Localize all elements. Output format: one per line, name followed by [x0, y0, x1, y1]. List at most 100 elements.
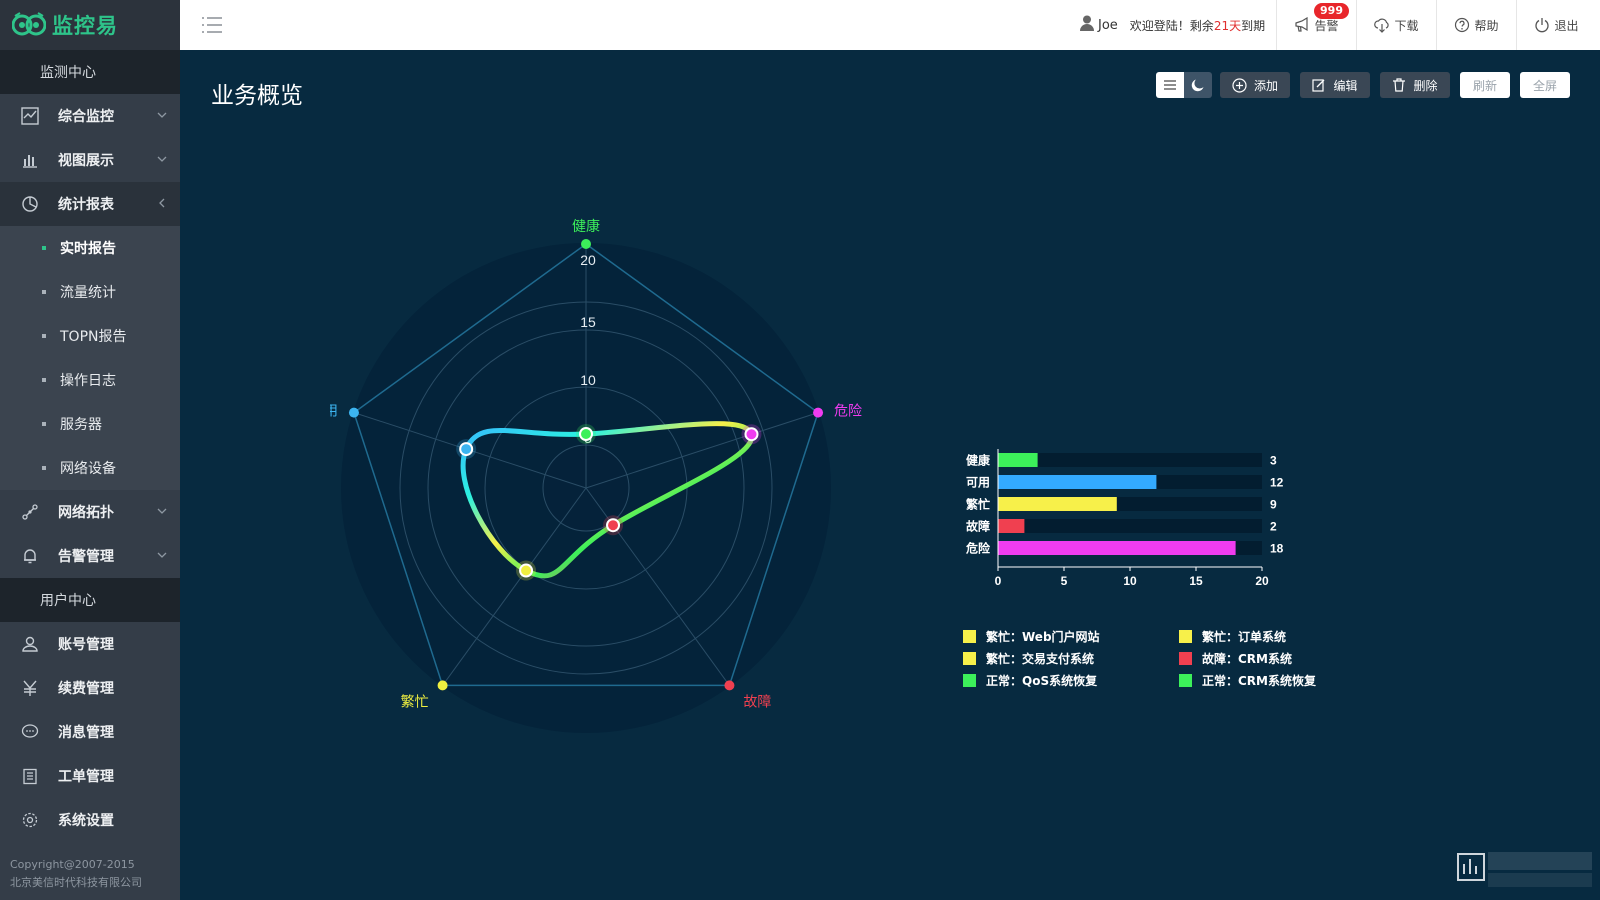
edit-button[interactable]: 编辑: [1300, 72, 1370, 98]
sidebar-subitem-server[interactable]: 服务器: [0, 402, 180, 446]
radar-indicator-label: 繁忙: [401, 693, 429, 709]
sidebar-item-account[interactable]: 账号管理: [0, 622, 180, 666]
radar-axis-end-dot: [437, 680, 448, 691]
bar-value-label: 18: [1270, 542, 1284, 556]
help-button[interactable]: 帮助: [1436, 0, 1516, 50]
radar-data-point[interactable]: [606, 518, 621, 533]
sidebar-item-statistics[interactable]: 统计报表: [0, 182, 180, 226]
owl-logo-icon: [12, 12, 46, 36]
legend-item[interactable]: 繁忙：订单系统: [1179, 628, 1286, 645]
monitor-icon: [20, 106, 40, 126]
night-mode-button[interactable]: [1184, 72, 1212, 98]
sidebar-item-label: 工单管理: [58, 769, 114, 785]
theme-toggle: [1156, 72, 1212, 98]
sidebar-item-topology[interactable]: 网络拓扑: [0, 490, 180, 534]
welcome-prefix: 欢迎登陆！剩余: [1129, 18, 1214, 33]
user-avatar-icon: [1080, 15, 1094, 35]
bar-category-label: 危险: [965, 541, 991, 556]
bullet-icon: [42, 466, 46, 470]
bar-x-tick-label: 0: [995, 574, 1002, 588]
username[interactable]: Joe: [1098, 17, 1118, 33]
user-icon: [20, 634, 40, 654]
legend-label: 故障：CRM系统: [1202, 652, 1292, 666]
help-label: 帮助: [1474, 18, 1499, 33]
sidebar-item-settings[interactable]: 系统设置: [0, 798, 180, 842]
bar-0[interactable]: [998, 453, 1038, 467]
bar-value-label: 3: [1270, 454, 1277, 468]
megaphone-icon: [1295, 17, 1309, 32]
sidebar-item-message[interactable]: 消息管理: [0, 710, 180, 754]
bar-1[interactable]: [998, 475, 1157, 489]
alarm-label: 告警: [1314, 18, 1339, 33]
legend-label: 正常：CRM系统恢复: [1202, 674, 1316, 688]
sidebar-subitem-topn[interactable]: TOPN报告: [0, 314, 180, 358]
radar-tick-label: 20: [580, 252, 596, 268]
sidebar-subitem-traffic[interactable]: 流量统计: [0, 270, 180, 314]
sidebar-item-overall-monitor[interactable]: 综合监控: [0, 94, 180, 138]
copyright: Copyright@2007-2015 北京美信时代科技有限公司: [10, 856, 142, 892]
topology-icon: [20, 502, 40, 522]
subitem-label: 实时报告: [60, 241, 116, 257]
sidebar-subitem-oplog[interactable]: 操作日志: [0, 358, 180, 402]
delete-button[interactable]: 删除: [1380, 72, 1450, 98]
radar-outer-polygon: [353, 243, 819, 687]
radar-indicator-label: 危险: [834, 403, 862, 419]
radar-axis-line: [585, 412, 819, 489]
download-button[interactable]: 下载: [1356, 0, 1436, 50]
logout-label: 退出: [1554, 18, 1579, 33]
radar-data-point[interactable]: [744, 427, 759, 442]
list-view-button[interactable]: [1156, 72, 1184, 98]
bar-2[interactable]: [998, 497, 1117, 511]
subitem-label: TOPN报告: [60, 329, 127, 345]
legend-item[interactable]: 繁忙：Web门户网站: [963, 628, 1100, 645]
sidebar-item-label: 告警管理: [58, 549, 114, 565]
radar-indicator-label: 可用: [330, 403, 338, 419]
legend-swatch: [1179, 652, 1192, 665]
alarm-button[interactable]: 告警 999: [1276, 0, 1356, 50]
sidebar-item-label: 统计报表: [58, 197, 114, 213]
sidebar-item-label: 续费管理: [58, 681, 114, 697]
legend-item[interactable]: 正常：QoS系统恢复: [963, 672, 1097, 689]
radar-indicator-label: 健康: [572, 218, 600, 234]
radar-data-point[interactable]: [579, 427, 593, 441]
bar-category-label: 繁忙: [966, 497, 990, 512]
bar-x-tick-label: 20: [1255, 574, 1269, 588]
sidebar-item-renewal[interactable]: 续费管理: [0, 666, 180, 710]
radar-data-point[interactable]: [459, 442, 474, 457]
legend-label: 繁忙：订单系统: [1202, 630, 1287, 644]
sidebar-item-alarm[interactable]: 告警管理: [0, 534, 180, 578]
sidebar-subitem-realtime-report[interactable]: 实时报告: [0, 226, 180, 270]
copyright-company: 北京美信时代科技有限公司: [10, 876, 142, 889]
add-button[interactable]: 添加: [1220, 72, 1290, 98]
legend-item[interactable]: 正常：CRM系统恢复: [1179, 672, 1316, 689]
menu-toggle-icon[interactable]: [202, 16, 222, 34]
chevron-down-icon: [156, 153, 168, 169]
radar-data-point[interactable]: [519, 563, 534, 578]
bar-3[interactable]: [998, 519, 1025, 533]
alarm-count-badge: 999: [1314, 3, 1349, 19]
fullscreen-label: 全屏: [1532, 78, 1557, 93]
legend-item[interactable]: 故障：CRM系统: [1179, 650, 1292, 667]
welcome-suffix: 到期: [1241, 18, 1266, 33]
gear-icon: [20, 810, 40, 830]
sidebar-item-ticket[interactable]: 工单管理: [0, 754, 180, 798]
chevron-down-icon: [156, 109, 168, 125]
radar-series-area: [460, 421, 755, 579]
bar-track: [998, 519, 1262, 533]
sidebar-subitem-network-device[interactable]: 网络设备: [0, 446, 180, 490]
refresh-label: 刷新: [1472, 78, 1497, 93]
legend-item[interactable]: 繁忙：交易支付系统: [963, 650, 1094, 667]
logout-button[interactable]: 退出: [1516, 0, 1596, 50]
refresh-button[interactable]: 刷新: [1460, 72, 1510, 98]
fullscreen-button[interactable]: 全屏: [1520, 72, 1570, 98]
logo[interactable]: 监控易: [0, 0, 180, 50]
delete-label: 删除: [1413, 78, 1438, 93]
power-icon: [1535, 18, 1550, 33]
section-header-monitor: 监测中心: [0, 50, 180, 94]
bar-track: [998, 453, 1262, 467]
sidebar-item-view-display[interactable]: 视图展示: [0, 138, 180, 182]
cloud-download-icon: [1374, 18, 1390, 33]
radar-axis-line: [442, 487, 587, 686]
bar-4[interactable]: [998, 541, 1236, 555]
